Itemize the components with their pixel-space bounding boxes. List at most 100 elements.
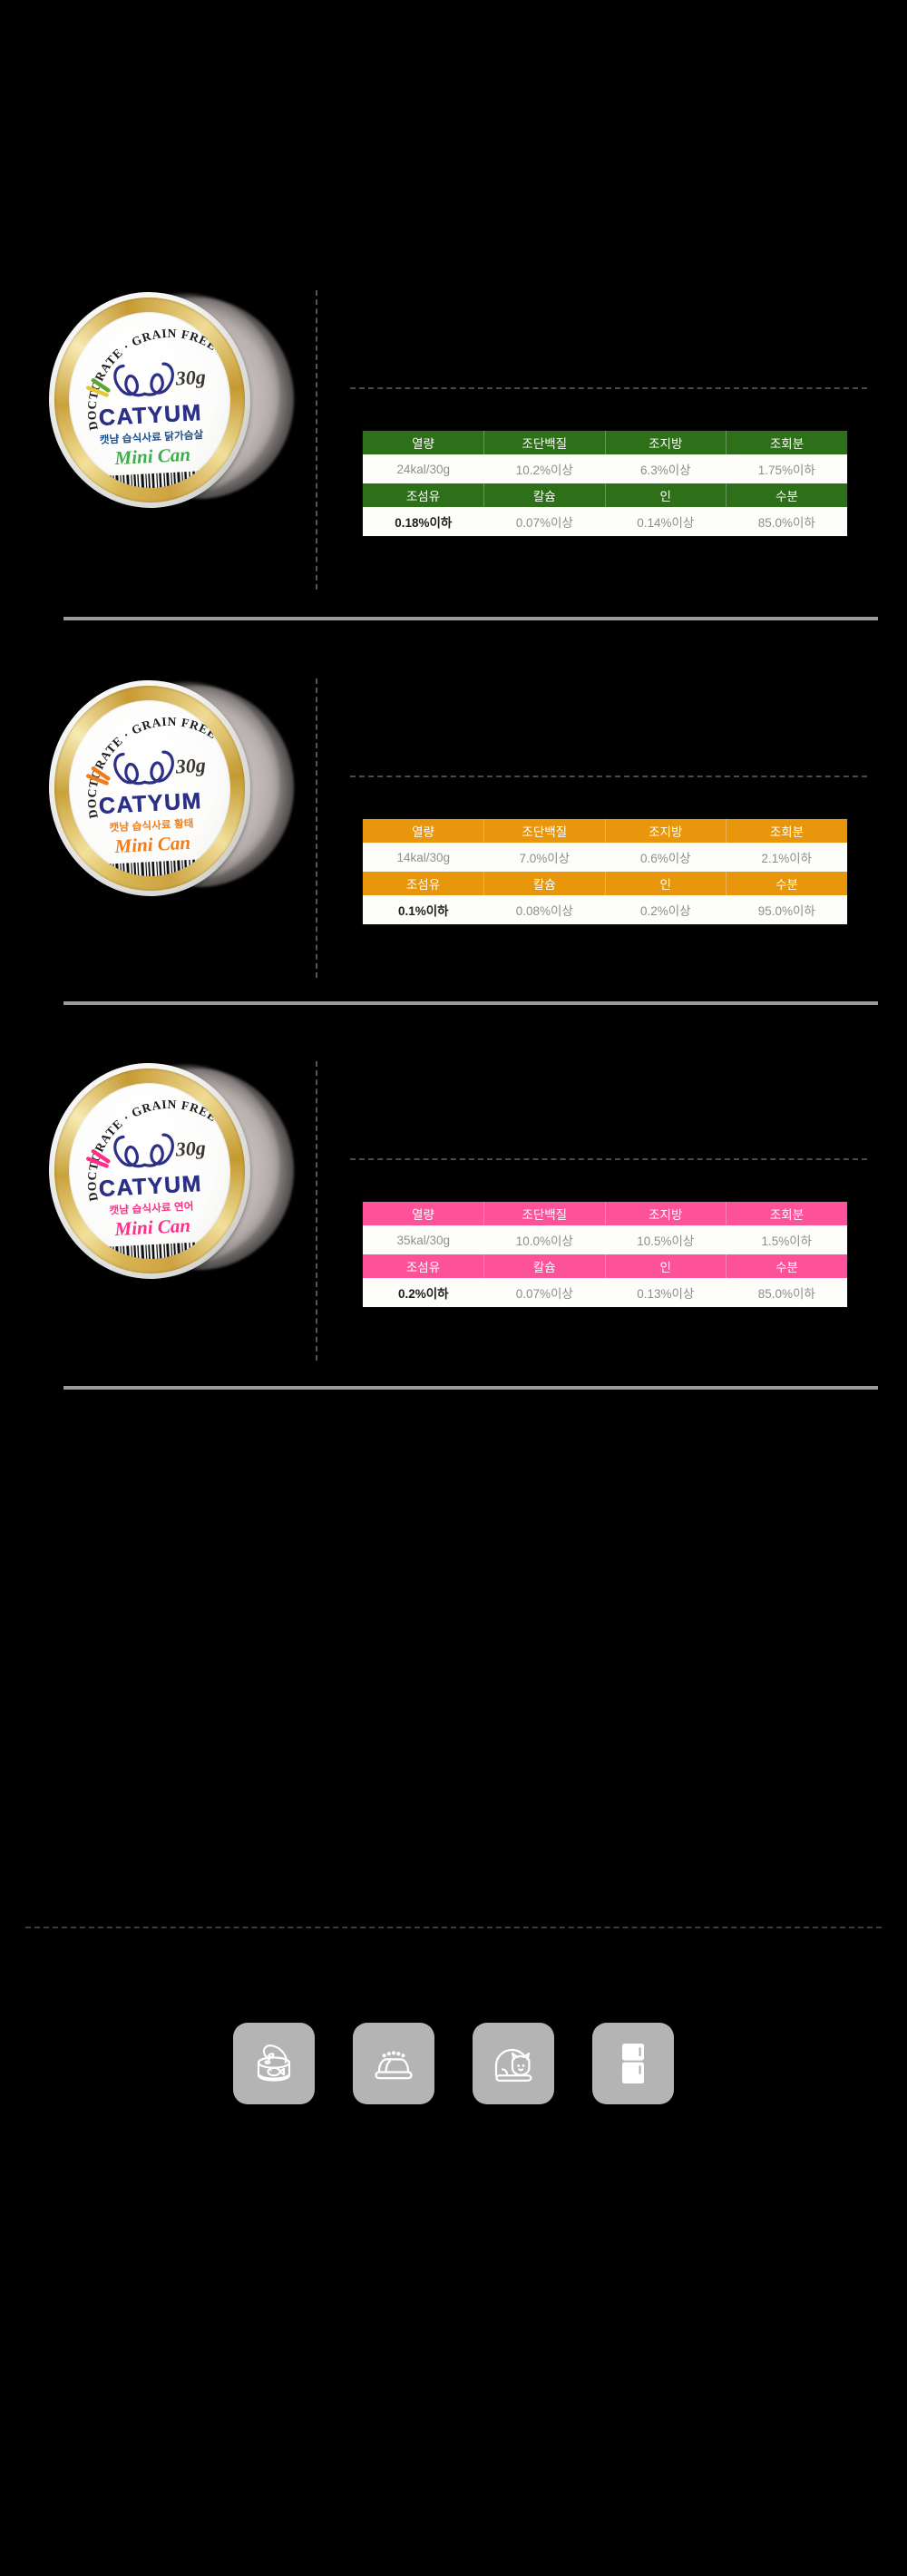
can-barcode: 8 809297 886753 > bbox=[104, 859, 204, 881]
product-section-dried-pollack: DOCTORATE · GRAIN FREE · ALL AGES · COGN… bbox=[0, 651, 907, 1007]
product-section-salmon: DOCTORATE · GRAIN FREE · ALL AGES · COGN… bbox=[0, 1034, 907, 1390]
table-header-row: 열량 조단백질 조지방 조회분 bbox=[363, 819, 847, 843]
table-cell: 0.18%이하 bbox=[363, 507, 484, 536]
horizontal-dashed-rule bbox=[350, 1158, 867, 1160]
can-body: DOCTORATE · GRAIN FREE · ALL AGES · COGN… bbox=[43, 675, 257, 902]
feature-tile-refrigerator bbox=[592, 2023, 674, 2104]
table-header-cell: 조섬유 bbox=[363, 872, 484, 895]
table-cell: 2.1%이하 bbox=[726, 843, 847, 872]
table-header-row: 조섬유 칼슘 인 수분 bbox=[363, 483, 847, 507]
can-weight-label: 30g bbox=[175, 365, 207, 390]
can-lid-face: DOCTORATE · GRAIN FREE · ALL AGES · COGN… bbox=[64, 307, 235, 493]
table-header-row: 열량 조단백질 조지방 조회분 bbox=[363, 431, 847, 454]
table-cell: 95.0%이하 bbox=[726, 895, 847, 924]
table-cell: 1.75%이하 bbox=[726, 454, 847, 483]
feature-icon-row bbox=[0, 2023, 907, 2104]
cat-whisker-logo-icon bbox=[86, 362, 174, 397]
table-cell: 85.0%이하 bbox=[726, 1278, 847, 1307]
table-cell: 10.0%이상 bbox=[483, 1225, 605, 1254]
table-header-cell: 열량 bbox=[363, 819, 484, 843]
section-separator-3 bbox=[63, 1386, 878, 1390]
table-cell: 0.07%이상 bbox=[483, 1278, 605, 1307]
table-cell: 0.6%이상 bbox=[605, 843, 727, 872]
table-cell: 0.08%이상 bbox=[483, 895, 605, 924]
can-lid-face: DOCTORATE · GRAIN FREE · ALL AGES · COGN… bbox=[64, 696, 235, 881]
table-header-row: 조섬유 칼슘 인 수분 bbox=[363, 872, 847, 895]
table-header-cell: 칼슘 bbox=[483, 483, 606, 507]
table-header-cell: 조회분 bbox=[726, 1202, 847, 1225]
table-cell: 0.1%이하 bbox=[363, 895, 484, 924]
product-can-image-dried-pollack: DOCTORATE · GRAIN FREE · ALL AGES · COGN… bbox=[43, 669, 307, 942]
table-header-cell: 조섬유 bbox=[363, 483, 484, 507]
nutrition-table-salmon: 열량 조단백질 조지방 조회분 35kal/30g 10.0%이상 10.5%이… bbox=[363, 1202, 847, 1307]
table-header-cell: 열량 bbox=[363, 1202, 484, 1225]
table-row: 14kal/30g 7.0%이상 0.6%이상 2.1%이하 bbox=[363, 843, 847, 872]
table-header-cell: 칼슘 bbox=[483, 872, 606, 895]
table-header-cell: 조지방 bbox=[605, 1202, 727, 1225]
horizontal-dashed-rule bbox=[350, 776, 867, 777]
can-weight-label: 30g bbox=[175, 1136, 207, 1161]
horizontal-dashed-rule bbox=[350, 387, 867, 389]
table-header-cell: 조회분 bbox=[726, 431, 847, 454]
table-row: 0.2%이하 0.07%이상 0.13%이상 85.0%이하 bbox=[363, 1278, 847, 1307]
nutrition-table-chicken-breast: 열량 조단백질 조지방 조회분 24kal/30g 10.2%이상 6.3%이상… bbox=[363, 431, 847, 536]
table-cell: 14kal/30g bbox=[363, 843, 484, 872]
table-header-cell: 조지방 bbox=[605, 819, 727, 843]
table-cell: 6.3%이상 bbox=[605, 454, 727, 483]
table-header-cell: 인 bbox=[605, 483, 727, 507]
table-header-cell: 수분 bbox=[726, 872, 847, 895]
feature-tile-canned-fish bbox=[233, 2023, 315, 2104]
bottom-dashed-separator bbox=[25, 1927, 882, 1928]
table-cell: 24kal/30g bbox=[363, 454, 484, 483]
can-ring-text: DOCTORATE · GRAIN FREE · ALL AGES · COGN… bbox=[78, 707, 235, 881]
table-header-cell: 수분 bbox=[726, 483, 847, 507]
can-ring-text: DOCTORATE · GRAIN FREE · ALL AGES · COGN… bbox=[78, 319, 235, 493]
table-cell: 85.0%이하 bbox=[726, 507, 847, 536]
table-header-cell: 수분 bbox=[726, 1254, 847, 1278]
table-cell: 0.14%이상 bbox=[605, 507, 727, 536]
feature-tile-resting-cat bbox=[473, 2023, 554, 2104]
product-can-image-salmon: DOCTORATE · GRAIN FREE · ALL AGES · COGN… bbox=[43, 1052, 307, 1324]
table-cell: 0.2%이하 bbox=[363, 1278, 484, 1307]
barcode-bars-icon bbox=[106, 1242, 203, 1264]
product-section-chicken-breast: DOCTORATE · GRAIN FREE · ALL AGES · COGN… bbox=[0, 263, 907, 619]
table-header-row: 열량 조단백질 조지방 조회분 bbox=[363, 1202, 847, 1225]
table-header-cell: 열량 bbox=[363, 431, 484, 454]
table-cell: 10.2%이상 bbox=[483, 454, 605, 483]
table-header-cell: 인 bbox=[605, 1254, 727, 1278]
can-ring-text: DOCTORATE · GRAIN FREE · ALL AGES · COGN… bbox=[78, 1090, 235, 1264]
table-cell: 0.13%이상 bbox=[605, 1278, 727, 1307]
table-row: 24kal/30g 10.2%이상 6.3%이상 1.75%이하 bbox=[363, 454, 847, 483]
warm-food-bowl-icon bbox=[375, 2051, 413, 2080]
table-header-cell: 조단백질 bbox=[483, 819, 606, 843]
table-cell: 10.5%이상 bbox=[605, 1225, 727, 1254]
table-cell: 0.2%이상 bbox=[605, 895, 727, 924]
can-lid-face: DOCTORATE · GRAIN FREE · ALL AGES · COGN… bbox=[64, 1078, 235, 1264]
table-header-cell: 조회분 bbox=[726, 819, 847, 843]
nutrition-table-dried-pollack: 열량 조단백질 조지방 조회분 14kal/30g 7.0%이상 0.6%이상 … bbox=[363, 819, 847, 924]
table-cell: 7.0%이상 bbox=[483, 843, 605, 872]
table-header-cell: 인 bbox=[605, 872, 727, 895]
cat-whisker-logo-icon bbox=[86, 750, 174, 785]
can-weight-label: 30g bbox=[175, 753, 207, 778]
table-row: 0.1%이하 0.08%이상 0.2%이상 95.0%이하 bbox=[363, 895, 847, 924]
can-barcode: 8 809297 886715 > bbox=[104, 471, 204, 493]
barcode-bars-icon bbox=[106, 471, 203, 493]
vertical-dashed-divider bbox=[316, 290, 317, 590]
feature-tile-food-bowl bbox=[353, 2023, 434, 2104]
can-barcode: 8 809297 886739 > bbox=[104, 1242, 204, 1264]
sleeping-cat-with-bowl-icon bbox=[494, 2048, 532, 2082]
vertical-dashed-divider bbox=[316, 1061, 317, 1361]
table-cell: 0.07%이상 bbox=[483, 507, 605, 536]
section-separator-2 bbox=[63, 1001, 878, 1005]
table-header-cell: 조단백질 bbox=[483, 1202, 606, 1225]
can-body: DOCTORATE · GRAIN FREE · ALL AGES · COGN… bbox=[43, 1058, 257, 1284]
table-row: 0.18%이하 0.07%이상 0.14%이상 85.0%이하 bbox=[363, 507, 847, 536]
table-header-cell: 칼슘 bbox=[483, 1254, 606, 1278]
product-can-image-chicken-breast: DOCTORATE · GRAIN FREE · ALL AGES · COGN… bbox=[43, 281, 307, 553]
table-cell: 35kal/30g bbox=[363, 1225, 484, 1254]
table-row: 35kal/30g 10.0%이상 10.5%이상 1.5%이하 bbox=[363, 1225, 847, 1254]
table-cell: 1.5%이하 bbox=[726, 1225, 847, 1254]
table-header-cell: 조단백질 bbox=[483, 431, 606, 454]
